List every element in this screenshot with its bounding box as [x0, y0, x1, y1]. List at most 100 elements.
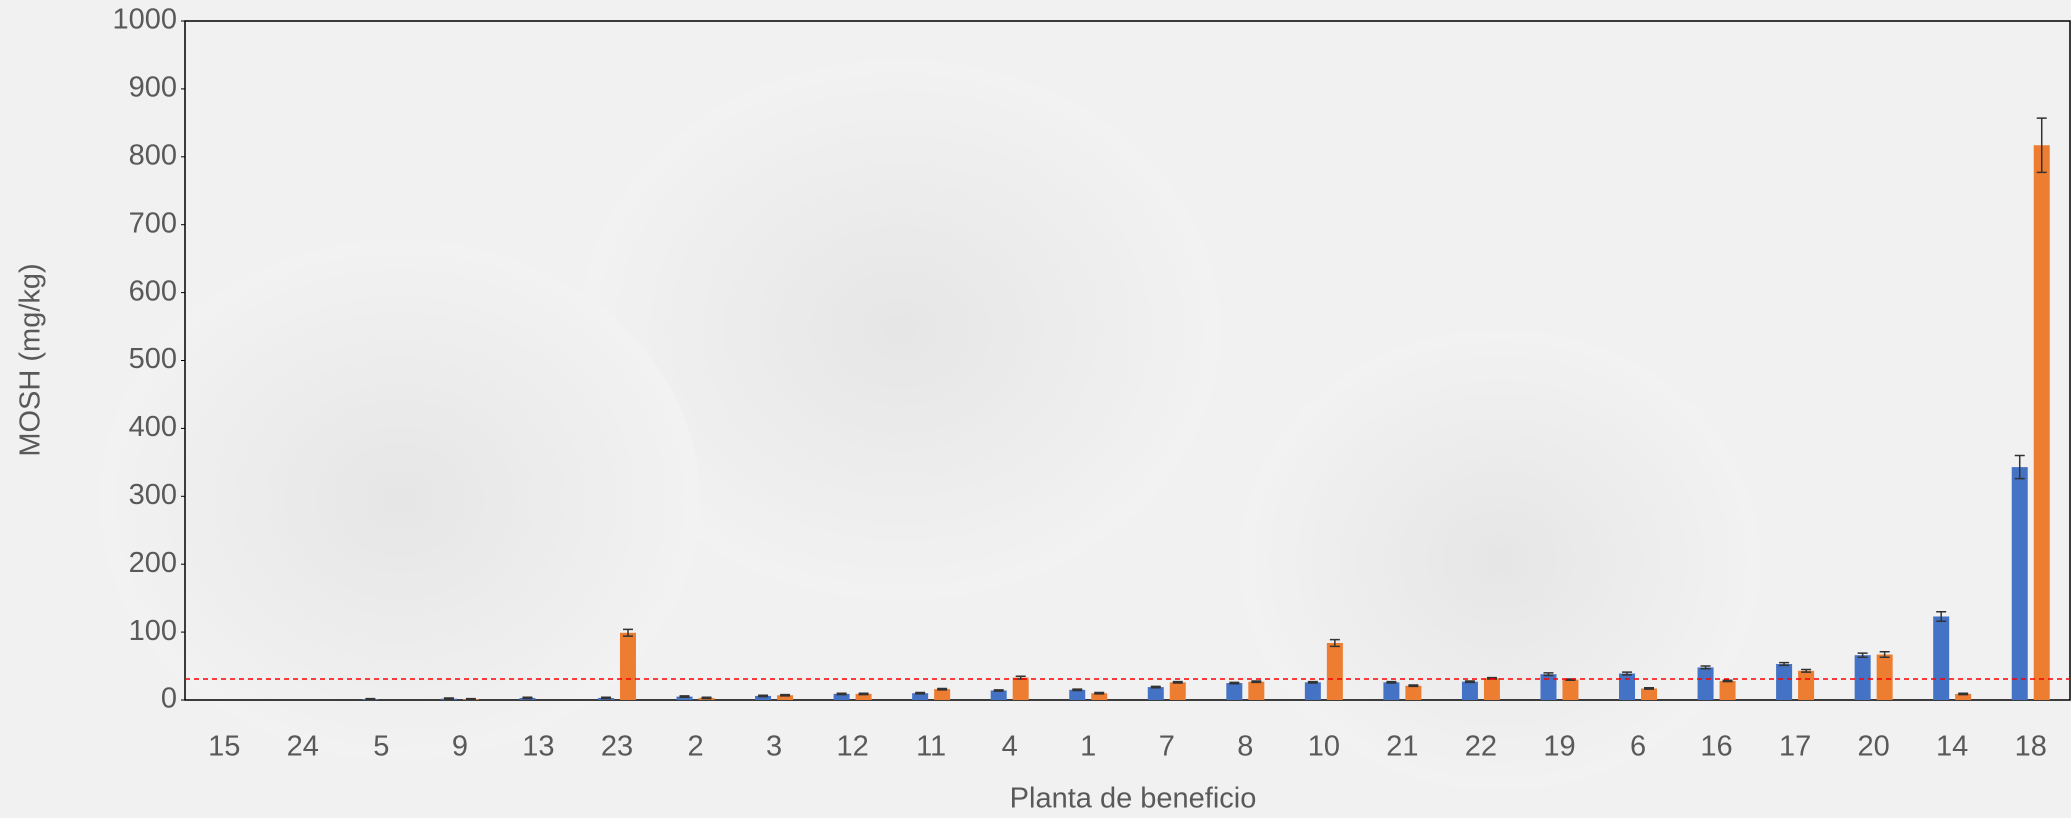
bar: [1619, 673, 1636, 700]
y-tick-label: 800: [129, 139, 177, 171]
error-bar: [2036, 117, 2047, 174]
x-tick-label: 20: [1858, 731, 1890, 763]
error-bar: [443, 697, 454, 701]
error-bar: [1779, 661, 1790, 667]
x-tick-label: 4: [1002, 731, 1018, 763]
bar: [1933, 616, 1950, 700]
bar: [1540, 674, 1557, 700]
error-bar: [937, 687, 948, 691]
bar: [676, 696, 693, 700]
error-bar: [993, 689, 1004, 692]
error-bar: [1329, 638, 1340, 648]
bar: [1562, 679, 1579, 700]
error-bar: [1857, 652, 1868, 658]
bar: [1069, 689, 1086, 700]
error-bar: [1094, 691, 1105, 695]
x-tick-label: 11: [916, 731, 946, 763]
y-tick-label: 600: [129, 275, 177, 307]
y-tick-label: 400: [129, 411, 177, 443]
x-tick-label: 8: [1237, 731, 1253, 763]
x-tick-label: 3: [766, 731, 782, 763]
error-bar: [1936, 610, 1947, 622]
x-tick-label: 6: [1630, 731, 1646, 763]
bar: [2033, 145, 2050, 700]
y-tick-label: 900: [129, 72, 177, 104]
error-bar: [758, 694, 769, 698]
error-bar: [1879, 651, 1890, 658]
x-tick-label: 24: [287, 731, 319, 763]
error-bar: [858, 692, 869, 696]
x-tick-label: 1: [1080, 731, 1096, 763]
y-tick-label: 100: [129, 615, 177, 647]
bar: [1405, 685, 1422, 700]
bar: [1383, 682, 1400, 700]
y-tick-label: 300: [129, 479, 177, 511]
error-bar: [1386, 680, 1397, 684]
background-shape: [1240, 330, 1760, 790]
bar: [855, 693, 872, 700]
y-tick-label: 200: [129, 547, 177, 579]
error-bar: [1801, 668, 1812, 673]
bar: [1012, 677, 1029, 700]
bar: [1248, 681, 1265, 700]
x-tick-label: 22: [1465, 731, 1497, 763]
bar: [1719, 680, 1736, 700]
error-bar: [1543, 672, 1554, 677]
y-tick-label: 700: [129, 207, 177, 239]
error-bar: [1072, 688, 1083, 692]
bar: [1461, 681, 1478, 700]
error-bar: [600, 696, 611, 700]
bar: [777, 695, 794, 700]
background-shape: [580, 60, 1220, 600]
x-tick-label: 19: [1543, 731, 1575, 763]
x-tick-label: 16: [1700, 731, 1732, 763]
x-tick-label: 17: [1779, 731, 1811, 763]
bar: [1147, 687, 1164, 700]
bar: [990, 690, 1007, 700]
bar: [833, 693, 850, 700]
error-bar: [701, 696, 712, 700]
bar: [1091, 693, 1108, 700]
error-bar: [679, 695, 690, 699]
x-tick-label: 9: [452, 731, 468, 763]
bar: [1854, 655, 1871, 700]
error-bar: [1150, 685, 1161, 689]
error-bar: [2014, 454, 2025, 480]
error-bar: [365, 697, 376, 701]
bar: [1226, 683, 1243, 700]
error-bar: [1622, 671, 1633, 676]
error-bar: [780, 693, 791, 697]
error-bar: [1172, 680, 1183, 684]
x-tick-label: 21: [1386, 731, 1418, 763]
y-tick-label: 500: [129, 343, 177, 375]
error-bar: [836, 692, 847, 696]
bar: [1641, 688, 1658, 700]
x-tick-label: 12: [836, 731, 868, 763]
x-tick-label: 14: [1936, 731, 1968, 763]
bar: [1776, 664, 1793, 700]
bar: [1169, 682, 1186, 700]
x-tick-label: 2: [687, 731, 703, 763]
bar: [912, 693, 929, 700]
x-tick-label: 15: [208, 731, 240, 763]
y-axis-title: MOSH (mg/kg): [15, 263, 47, 456]
error-bar: [1644, 687, 1655, 690]
error-bar: [1251, 680, 1262, 684]
error-bar: [622, 628, 633, 637]
y-tick-label: 1000: [112, 4, 177, 36]
x-tick-label: 5: [373, 731, 389, 763]
bar: [1326, 642, 1343, 700]
bar: [1876, 654, 1893, 700]
error-bar: [1307, 680, 1318, 684]
x-tick-label: 7: [1159, 731, 1175, 763]
y-tick-label: 0: [161, 683, 177, 715]
background-shape: [100, 240, 700, 760]
error-bar: [1722, 679, 1733, 683]
error-bar: [465, 697, 476, 701]
error-bar: [915, 691, 926, 695]
error-bar: [1408, 684, 1419, 688]
error-bar: [1229, 681, 1240, 685]
error-bar: [522, 696, 533, 700]
bar: [1304, 682, 1321, 700]
